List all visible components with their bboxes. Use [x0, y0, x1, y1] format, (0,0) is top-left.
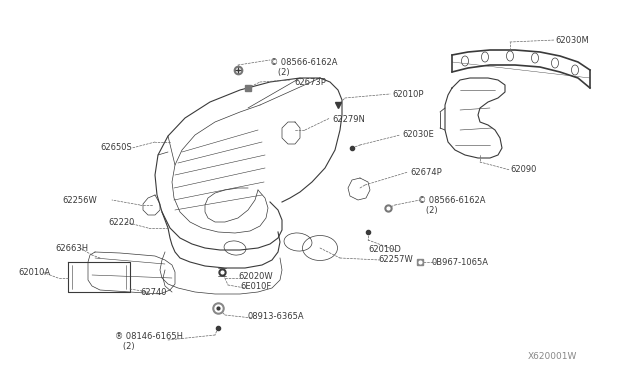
Text: © 08566-6162A: © 08566-6162A: [270, 58, 337, 67]
Text: ® 08146-6165H: ® 08146-6165H: [115, 332, 183, 341]
Text: 62010D: 62010D: [368, 245, 401, 254]
Text: 62090: 62090: [510, 165, 536, 174]
Text: 62256W: 62256W: [62, 196, 97, 205]
Text: 62279N: 62279N: [332, 115, 365, 124]
Text: 62030M: 62030M: [555, 36, 589, 45]
Text: 0B967-1065A: 0B967-1065A: [432, 258, 489, 267]
Text: 62650S: 62650S: [100, 143, 132, 152]
Text: © 08566-6162A: © 08566-6162A: [418, 196, 486, 205]
Text: 62010A: 62010A: [18, 268, 50, 277]
Text: 62740: 62740: [140, 288, 166, 297]
Text: 6E010F: 6E010F: [240, 282, 271, 291]
Text: 62010P: 62010P: [392, 90, 424, 99]
Text: 62020W: 62020W: [238, 272, 273, 281]
Text: 62673P: 62673P: [294, 78, 326, 87]
Text: 62257W: 62257W: [378, 255, 413, 264]
Text: 08913-6365A: 08913-6365A: [248, 312, 305, 321]
Text: 62674P: 62674P: [410, 168, 442, 177]
Text: 62030E: 62030E: [402, 130, 434, 139]
Text: 62220: 62220: [108, 218, 134, 227]
Text: (2): (2): [418, 206, 438, 215]
Text: (2): (2): [115, 342, 134, 351]
Text: 62663H: 62663H: [55, 244, 88, 253]
Text: X620001W: X620001W: [528, 352, 577, 361]
Text: (2): (2): [270, 68, 290, 77]
